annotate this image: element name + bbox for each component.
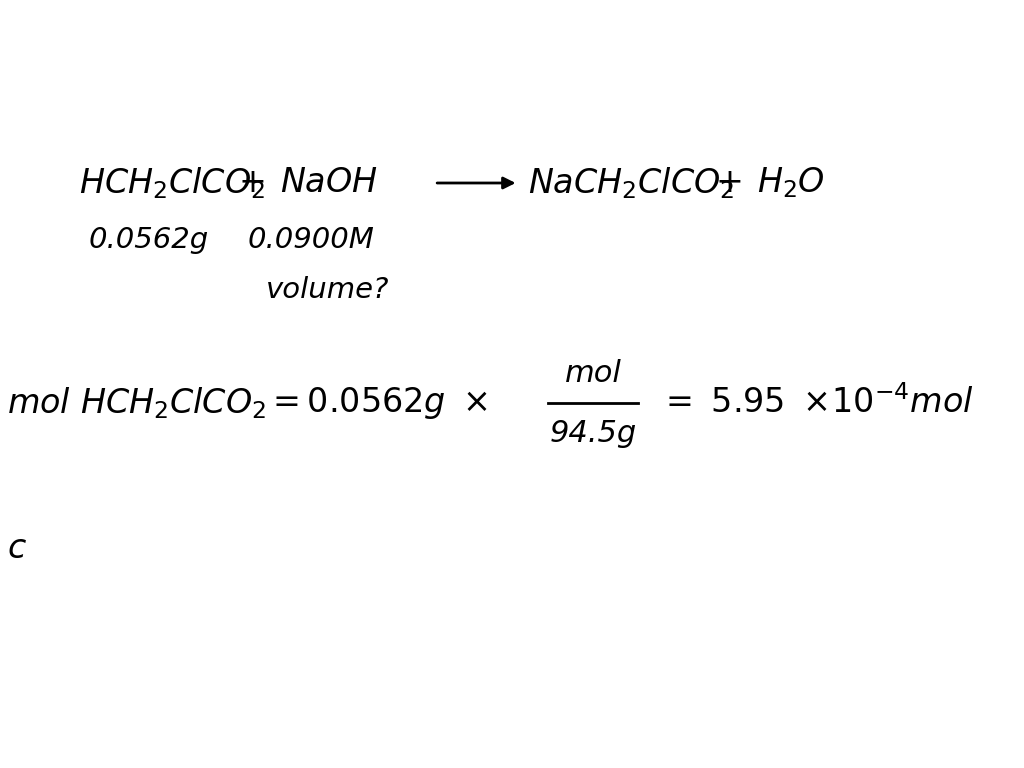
Text: 0.0562g: 0.0562g xyxy=(89,226,209,254)
Text: $=\ 5.95\ \times\!10^{-4}mol$: $=\ 5.95\ \times\!10^{-4}mol$ xyxy=(658,386,973,420)
Text: $= 0.0562g\ \times$: $= 0.0562g\ \times$ xyxy=(266,385,487,421)
Text: $NaCH_2ClCO_2$: $NaCH_2ClCO_2$ xyxy=(527,165,734,201)
Text: $HCH_2ClCO_2$: $HCH_2ClCO_2$ xyxy=(80,165,265,201)
Text: c: c xyxy=(7,531,26,564)
Text: $NaOH$: $NaOH$ xyxy=(281,167,378,200)
Text: $+$: $+$ xyxy=(239,167,264,200)
Text: $H_2O$: $H_2O$ xyxy=(757,166,824,200)
Text: 94.5g: 94.5g xyxy=(550,419,637,448)
Text: mol: mol xyxy=(564,359,622,388)
Text: $+$: $+$ xyxy=(715,167,741,200)
Text: volume?: volume? xyxy=(266,276,390,304)
Text: 0.0900M: 0.0900M xyxy=(248,226,375,254)
Text: $mol\ HCH_2ClCO_2$: $mol\ HCH_2ClCO_2$ xyxy=(7,385,266,421)
